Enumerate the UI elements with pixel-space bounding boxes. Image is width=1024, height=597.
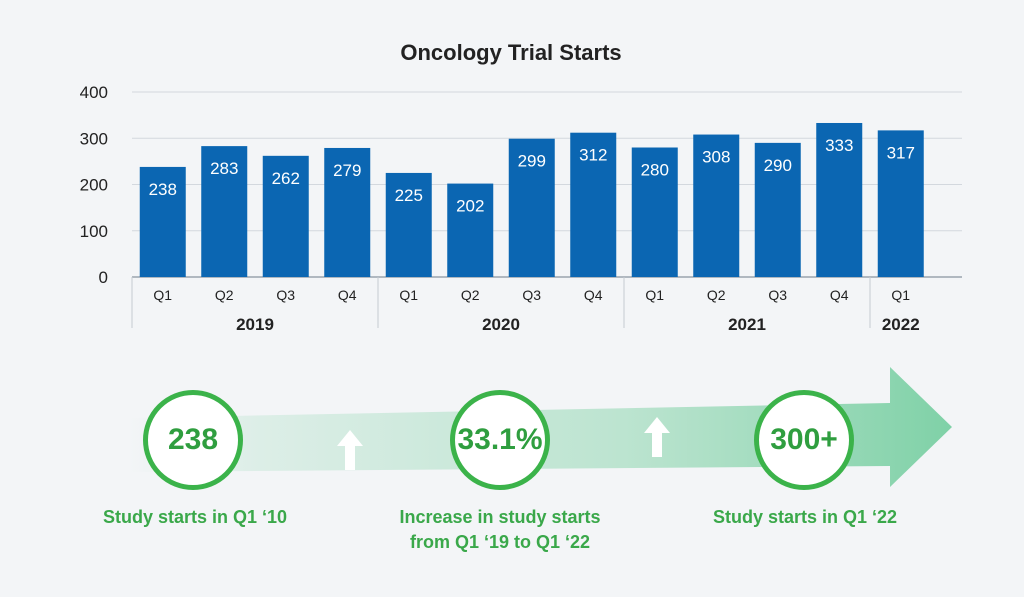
bar-value-label: 202 (456, 197, 484, 216)
stat-caption: Study starts in Q1 ‘10 (60, 505, 330, 530)
x-group-label: 2022 (882, 315, 920, 334)
bar (877, 130, 924, 277)
stat-circle: 238 (143, 390, 243, 490)
bar-value-label: 279 (333, 161, 361, 180)
bar-value-label: 290 (764, 156, 792, 175)
x-tick-label: Q1 (399, 287, 418, 303)
bar (324, 147, 371, 277)
stat-value: 33.1% (457, 423, 543, 456)
bar-value-label: 238 (149, 180, 177, 199)
x-tick-label: Q3 (276, 287, 295, 303)
y-tick-label: 100 (80, 222, 108, 241)
x-tick-label: Q3 (522, 287, 541, 303)
bar-value-label: 283 (210, 159, 238, 178)
bar-value-label: 225 (395, 186, 423, 205)
bar (754, 142, 801, 277)
bar-value-label: 312 (579, 146, 607, 165)
x-tick-label: Q1 (645, 287, 664, 303)
y-tick-label: 300 (80, 129, 108, 148)
caption-line: from Q1 ‘19 to Q1 ‘22 (409, 532, 591, 552)
x-group-label: 2021 (728, 315, 766, 334)
bar-value-label: 308 (702, 148, 730, 167)
x-tick-label: Q3 (768, 287, 787, 303)
bar (447, 183, 494, 277)
x-tick-label: Q2 (461, 287, 480, 303)
caption-line: Study starts in Q1 ‘22 (712, 507, 898, 527)
bar-value-label: 333 (825, 136, 853, 155)
stat-value: 238 (167, 423, 219, 456)
up-arrow-icon (644, 417, 670, 457)
bar (139, 166, 186, 277)
caption-line: Study starts in Q1 ‘10 (102, 507, 288, 527)
x-tick-label: Q4 (584, 287, 603, 303)
y-tick-label: 0 (99, 268, 108, 287)
stat-circle: 300+ (754, 390, 854, 490)
stat-circle: 33.1% (450, 390, 550, 490)
bar (262, 155, 309, 277)
x-tick-label: Q2 (215, 287, 234, 303)
chart-title: Oncology Trial Starts (400, 40, 621, 65)
x-tick-label: Q1 (153, 287, 172, 303)
x-tick-label: Q2 (707, 287, 726, 303)
x-group-label: 2019 (236, 315, 274, 334)
bar (201, 146, 248, 277)
x-tick-label: Q4 (338, 287, 357, 303)
bar-chart: Oncology Trial Starts 0 100 200 300 400 238 2… (80, 40, 962, 334)
caption-line: Increase in study starts (399, 507, 601, 527)
bar-value-label: 317 (887, 143, 915, 162)
x-group-label: 2020 (482, 315, 520, 334)
stat-value: 300+ (770, 423, 838, 456)
bar (508, 138, 555, 277)
up-arrow-icon (337, 430, 363, 470)
bar (816, 122, 863, 277)
bar-value-label: 299 (518, 152, 546, 171)
bar (693, 134, 740, 277)
x-tick-label: Q4 (830, 287, 849, 303)
y-tick-label: 200 (80, 176, 108, 195)
stat-caption: Increase in study starts from Q1 ‘19 to … (360, 505, 640, 555)
x-tick-label: Q1 (891, 287, 910, 303)
bar-value-label: 262 (272, 169, 300, 188)
bar-value-label: 280 (641, 161, 669, 180)
bar (570, 132, 617, 277)
bar (385, 172, 432, 277)
y-tick-label: 400 (80, 83, 108, 102)
stat-caption: Study starts in Q1 ‘22 (670, 505, 940, 530)
bar (631, 147, 678, 277)
